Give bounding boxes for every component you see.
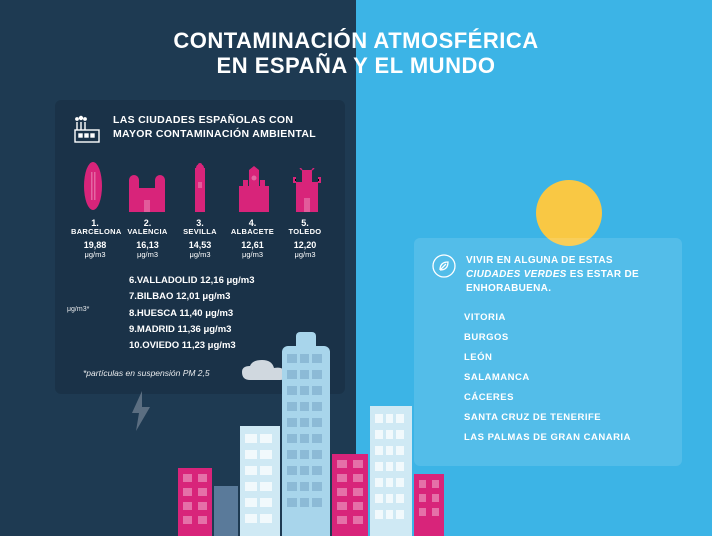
green-city-item: LEÓN bbox=[464, 348, 664, 368]
leaf-icon bbox=[432, 254, 456, 278]
main-title: CONTAMINACIÓN ATMOSFÉRICA EN ESPAÑA Y EL… bbox=[0, 28, 712, 79]
polluted-cities-card: LAS CIUDADES ESPAÑOLAS CON MAYOR CONTAMI… bbox=[55, 100, 345, 394]
unit-label: μg/m3* bbox=[67, 306, 89, 313]
city-list-item: 8.HUESCA 11,40 μg/m3 bbox=[129, 306, 329, 322]
title-line-2: EN ESPAÑA Y EL MUNDO bbox=[0, 53, 712, 78]
green-header: VIVIR EN ALGUNA DE ESTAS CIUDADES VERDES… bbox=[432, 254, 664, 296]
green-title-em: CIUDADES VERDES bbox=[466, 269, 567, 280]
infographic-container: CONTAMINACIÓN ATMOSFÉRICA EN ESPAÑA Y EL… bbox=[0, 0, 712, 536]
green-city-item: BURGOS bbox=[464, 328, 664, 348]
green-city-item: LAS PALMAS DE GRAN CANARIA bbox=[464, 428, 664, 448]
city-list-item: 6.VALLADOLID 12,16 μg/m3 bbox=[129, 273, 329, 289]
city-rank-5: 5. TOLEDO 12,20 μg/m3 bbox=[281, 218, 329, 259]
city-list-item: 7.BILBAO 12,01 μg/m3 bbox=[129, 289, 329, 305]
landmark-icon bbox=[71, 160, 115, 212]
green-city-item: SANTA CRUZ DE TENERIFE bbox=[464, 408, 664, 428]
city-landmark-row bbox=[71, 156, 329, 212]
city-list-item: 10.OVIEDO 11,23 μg/m3 bbox=[129, 338, 329, 354]
green-title-pre: VIVIR EN ALGUNA DE ESTAS bbox=[466, 255, 613, 266]
city-rank-3: 3. SEVILLA 14,53 μg/m3 bbox=[176, 218, 224, 259]
top5-row: 1. BARCELONA 19,88 μg/m3 2. VALENCIA 16,… bbox=[71, 218, 329, 259]
city-rank-2: 2. VALENCIA 16,13 μg/m3 bbox=[124, 218, 172, 259]
green-city-item: CÁCERES bbox=[464, 388, 664, 408]
city-rank-1: 1. BARCELONA 19,88 μg/m3 bbox=[71, 218, 119, 259]
green-city-item: VITORIA bbox=[464, 308, 664, 328]
polluted-subtitle: LAS CIUDADES ESPAÑOLAS CON MAYOR CONTAMI… bbox=[113, 114, 329, 141]
green-title: VIVIR EN ALGUNA DE ESTAS CIUDADES VERDES… bbox=[466, 254, 664, 296]
factory-icon bbox=[71, 114, 103, 144]
cloud-1 bbox=[240, 358, 290, 391]
sun-circle bbox=[536, 180, 602, 246]
footnote: *partículas en suspensión PM 2,5 bbox=[83, 368, 329, 378]
landmark-icon bbox=[232, 166, 276, 212]
title-line-1: CONTAMINACIÓN ATMOSFÉRICA bbox=[0, 28, 712, 53]
city-list-item: 9.MADRID 11,36 μg/m3 bbox=[129, 322, 329, 338]
card-header: LAS CIUDADES ESPAÑOLAS CON MAYOR CONTAMI… bbox=[71, 114, 329, 144]
cities-6-10: 6.VALLADOLID 12,16 μg/m37.BILBAO 12,01 μ… bbox=[129, 273, 329, 354]
landmark-icon bbox=[285, 168, 329, 212]
landmark-icon bbox=[178, 162, 222, 212]
city-rank-4: 4. ALBACETE 12,61 μg/m3 bbox=[229, 218, 277, 259]
lightning-icon bbox=[130, 391, 152, 436]
landmark-icon bbox=[125, 170, 169, 212]
green-city-item: SALAMANCA bbox=[464, 368, 664, 388]
green-cities-list: VITORIABURGOSLEÓNSALAMANCACÁCERESSANTA C… bbox=[432, 308, 664, 448]
green-cities-card: VIVIR EN ALGUNA DE ESTAS CIUDADES VERDES… bbox=[414, 238, 682, 466]
